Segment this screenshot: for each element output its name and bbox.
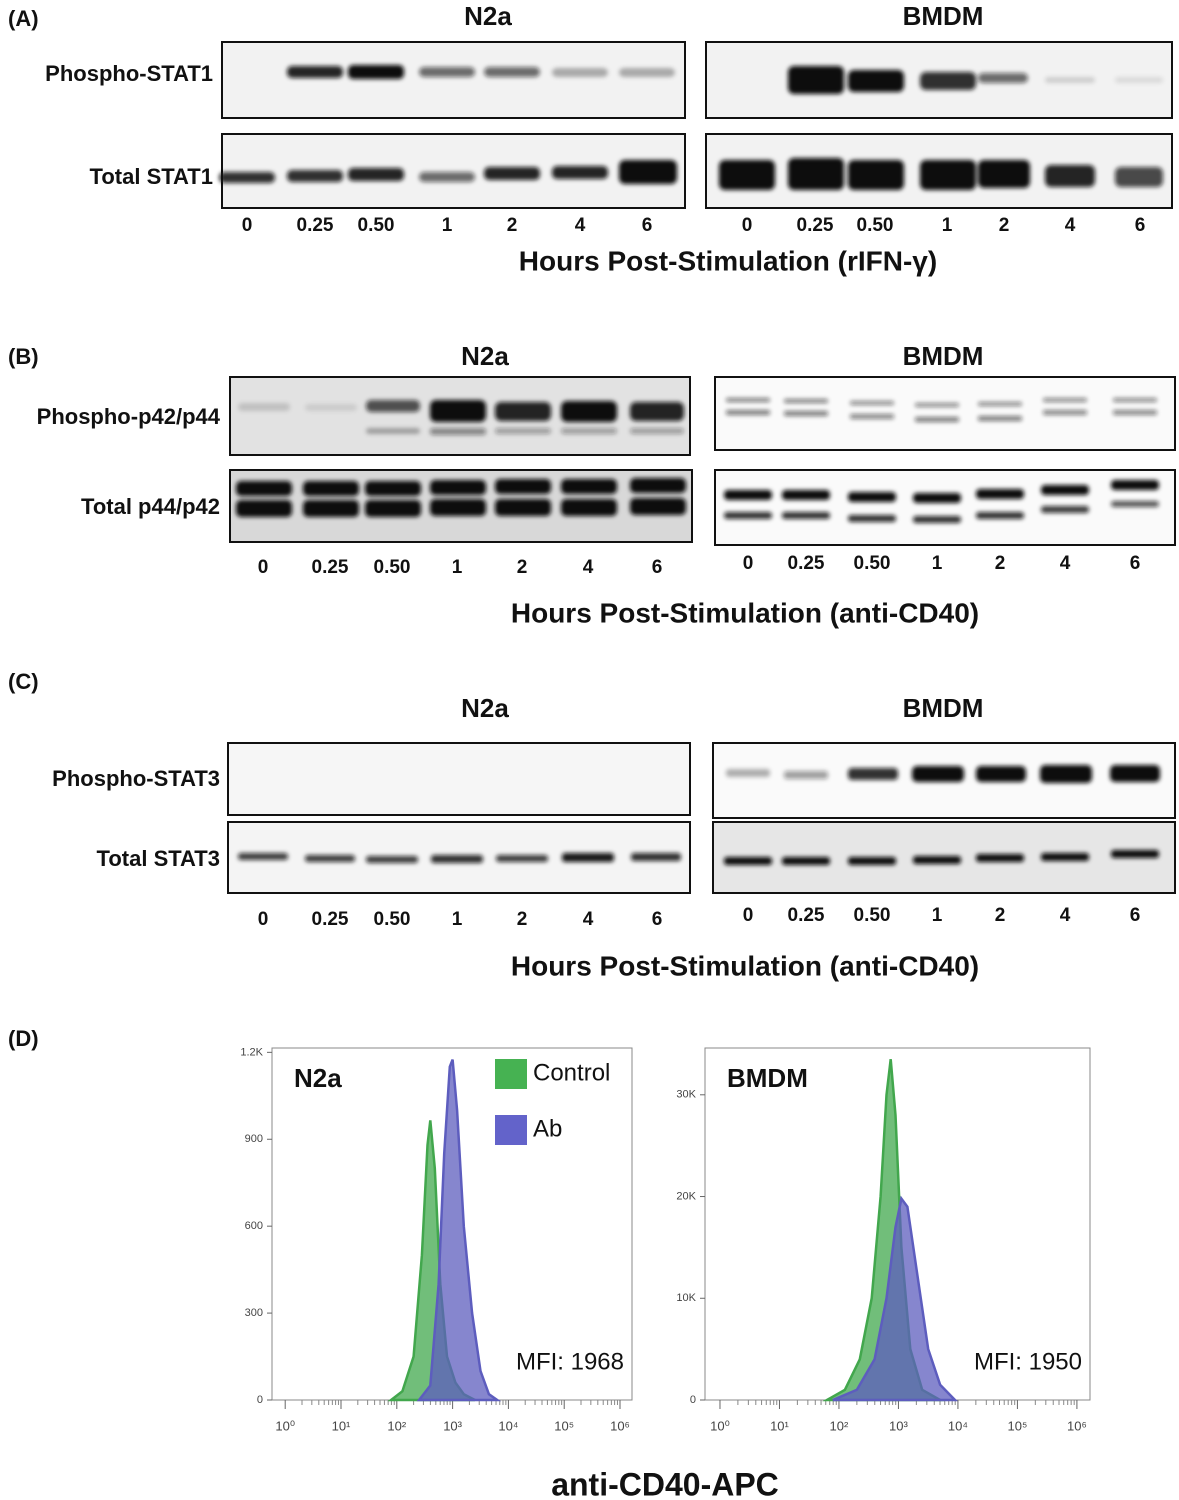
y-tick-label: 300 <box>245 1307 263 1319</box>
y-tick-label: 0 <box>257 1394 263 1406</box>
cell-line-title: N2a <box>464 1 512 31</box>
x-tick-label: 10⁰ <box>275 1418 295 1433</box>
y-tick-label: 10K <box>676 1292 696 1304</box>
lane-label: 6 <box>642 215 653 236</box>
lane-label: 1 <box>932 905 943 926</box>
x-axis-title: anti-CD40-APC <box>551 1466 779 1500</box>
lane-label: 4 <box>1060 553 1071 574</box>
lane-label: 1 <box>452 909 463 930</box>
lane-label: 4 <box>575 215 586 236</box>
lane-label: 4 <box>583 909 594 930</box>
lane-label: 2 <box>995 905 1006 926</box>
lane-label: 0.25 <box>788 905 825 926</box>
row-label: Phospho-STAT1 <box>45 61 213 86</box>
legend-swatch <box>495 1115 527 1145</box>
lane-label: 0 <box>743 553 754 574</box>
lane-label: 0.50 <box>358 215 395 236</box>
panel-label: (A) <box>8 6 39 31</box>
lane-label: 0 <box>242 215 253 236</box>
y-tick-label: 30K <box>676 1089 696 1101</box>
annotation: MFI: 1968 <box>516 1348 624 1375</box>
lane-label: 2 <box>517 909 528 930</box>
y-tick-label: 900 <box>245 1133 263 1145</box>
lane-label: 6 <box>652 557 663 578</box>
cell-line-title: BMDM <box>903 1 984 31</box>
lane-label: 4 <box>1065 215 1076 236</box>
lane-label: 0 <box>258 909 269 930</box>
lane-label: 6 <box>1130 905 1141 926</box>
lane-label: 0.25 <box>788 553 825 574</box>
panel-label: (C) <box>8 669 39 694</box>
x-axis-title: Hours Post-Stimulation (anti-CD40) <box>511 950 979 981</box>
lane-label: 0.50 <box>374 557 411 578</box>
y-tick-label: 1.2K <box>240 1046 263 1058</box>
lane-label: 0.25 <box>312 557 349 578</box>
cell-line-title: BMDM <box>903 693 984 723</box>
legend-swatch <box>495 1059 527 1089</box>
lane-label: 0.25 <box>297 215 334 236</box>
x-tick-label: 10¹ <box>770 1418 789 1433</box>
lane-label: 0 <box>742 215 753 236</box>
lane-label: 0 <box>258 557 269 578</box>
y-tick-label: 20K <box>676 1190 696 1202</box>
x-tick-label: 10⁴ <box>498 1418 518 1433</box>
y-tick-label: 0 <box>690 1394 696 1406</box>
cell-line-title: N2a <box>461 693 509 723</box>
x-tick-label: 10³ <box>889 1418 908 1433</box>
x-tick-label: 10⁵ <box>1007 1418 1027 1433</box>
row-label: Phospho-p42/p44 <box>37 404 221 429</box>
lane-label: 0.50 <box>857 215 894 236</box>
lane-label: 2 <box>995 553 1006 574</box>
lane-label: 6 <box>1135 215 1146 236</box>
lane-label: 0.50 <box>854 553 891 574</box>
lane-label: 0 <box>743 905 754 926</box>
lane-label: 1 <box>452 557 463 578</box>
chart-title: BMDM <box>727 1063 808 1093</box>
lane-label: 2 <box>999 215 1010 236</box>
lane-label: 6 <box>652 909 663 930</box>
legend-label: Ab <box>533 1115 562 1142</box>
lane-label: 0.25 <box>312 909 349 930</box>
x-axis-title: Hours Post-Stimulation (rIFN-γ) <box>519 245 937 276</box>
row-label: Total STAT1 <box>90 164 213 189</box>
chart-title: N2a <box>294 1063 342 1093</box>
x-tick-label: 10⁰ <box>710 1418 730 1433</box>
legend-label: Control <box>533 1059 610 1086</box>
lane-label: 0.25 <box>797 215 834 236</box>
blot-bands <box>219 65 1163 865</box>
panel-label: (B) <box>8 344 39 369</box>
x-tick-label: 10⁴ <box>948 1418 968 1433</box>
panel-label: (D) <box>8 1026 39 1051</box>
histogram-area <box>416 1059 502 1402</box>
lane-label: 2 <box>517 557 528 578</box>
row-label: Total STAT3 <box>97 846 220 871</box>
x-tick-label: 10² <box>830 1418 849 1433</box>
y-tick-label: 600 <box>245 1220 263 1232</box>
x-axis-title: Hours Post-Stimulation (anti-CD40) <box>511 597 979 628</box>
lane-label: 0.50 <box>374 909 411 930</box>
x-tick-label: 10⁵ <box>554 1418 574 1433</box>
lane-label: 2 <box>507 215 518 236</box>
cell-line-title: BMDM <box>903 341 984 371</box>
lane-label: 0.50 <box>854 905 891 926</box>
lane-label: 1 <box>442 215 453 236</box>
histogram-area <box>832 1195 958 1402</box>
x-tick-label: 10⁶ <box>610 1418 630 1433</box>
annotation: MFI: 1950 <box>974 1348 1082 1375</box>
row-label: Total p44/p42 <box>81 494 220 519</box>
lane-label: 4 <box>583 557 594 578</box>
lane-label: 1 <box>932 553 943 574</box>
x-tick-label: 10² <box>387 1418 406 1433</box>
x-tick-label: 10¹ <box>332 1418 351 1433</box>
lane-label: 4 <box>1060 905 1071 926</box>
cell-line-title: N2a <box>461 341 509 371</box>
lane-label: 1 <box>942 215 953 236</box>
x-tick-label: 10⁶ <box>1067 1418 1087 1433</box>
lane-label: 6 <box>1130 553 1141 574</box>
x-tick-label: 10³ <box>443 1418 462 1433</box>
row-label: Phospho-STAT3 <box>52 766 220 791</box>
